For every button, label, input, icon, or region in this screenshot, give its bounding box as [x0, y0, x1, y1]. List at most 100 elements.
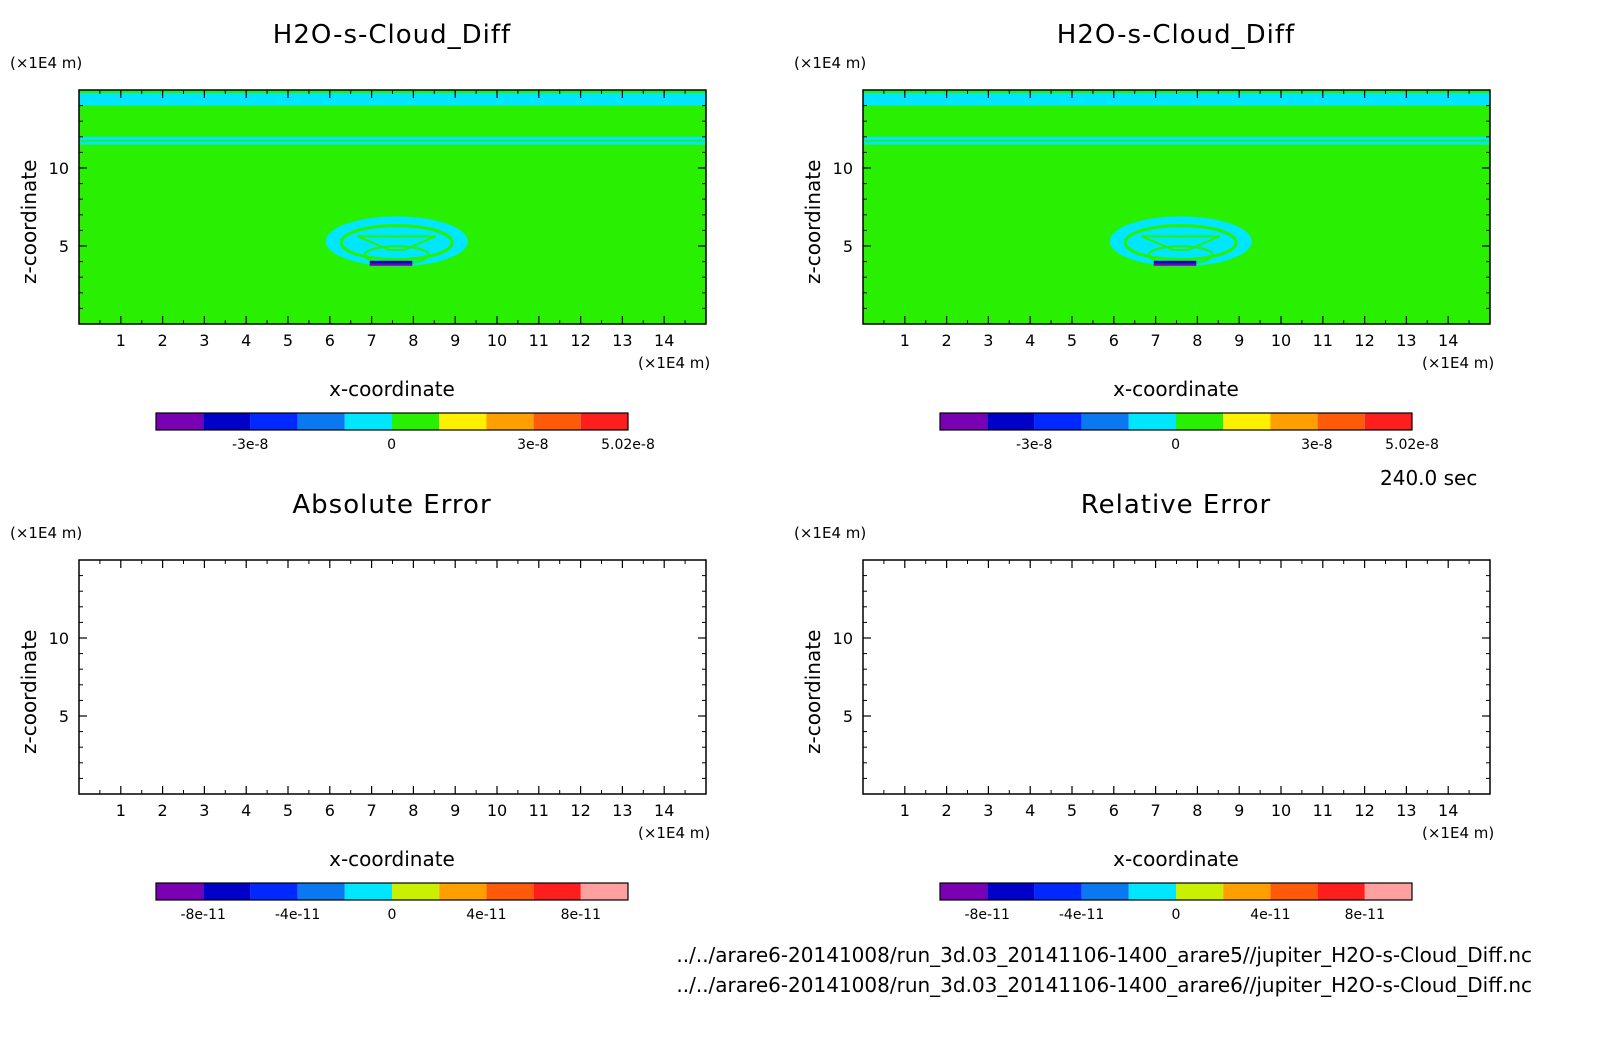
colorbar-swatch: [203, 883, 251, 900]
colorbar-swatch: [1081, 883, 1129, 900]
x-tick-label: 2: [942, 331, 952, 350]
x-tick-label: 3: [199, 331, 209, 350]
colorbar-swatch: [486, 413, 534, 430]
field-background: [863, 90, 1490, 324]
colorbar-swatch: [1364, 413, 1412, 430]
colorbar-swatch: [1317, 883, 1365, 900]
x-unit-label: (×1E4 m): [1422, 354, 1495, 372]
x-tick-label: 10: [1271, 801, 1291, 820]
x-tick-label: 1: [116, 801, 126, 820]
chart-title: H2O-s-Cloud_Diff: [272, 20, 512, 50]
colorbar-tick-label: 0: [388, 907, 397, 923]
x-tick-label: 6: [325, 801, 335, 820]
x-tick-label: 7: [367, 331, 377, 350]
x-tick-label: 7: [367, 801, 377, 820]
y-tick-label: 10: [833, 629, 853, 648]
chart-title: Absolute Error: [292, 490, 492, 520]
colorbar-frame: [939, 882, 1413, 901]
colorbar-frame: [939, 412, 1413, 431]
colorbar-swatch: [1034, 883, 1082, 900]
x-tick-label: 13: [1396, 331, 1416, 350]
field-band-top: [79, 93, 706, 106]
x-tick-label: 12: [1354, 331, 1374, 350]
colorbar-swatch: [1364, 883, 1412, 900]
x-tick-label: 4: [241, 331, 251, 350]
colorbar-swatch: [297, 883, 345, 900]
colorbar-swatch: [580, 883, 628, 900]
colorbar-swatch: [533, 883, 581, 900]
colorbar-swatch: [297, 413, 345, 430]
x-axis-label: x-coordinate: [1113, 847, 1239, 871]
y-unit-label: (×1E4 m): [10, 54, 83, 72]
x-tick-label: 13: [612, 331, 632, 350]
x-tick-label: 13: [612, 801, 632, 820]
x-tick-label: 8: [1192, 331, 1202, 350]
file-path: ../../arare6-20141008/run_3d.03_20141106…: [676, 943, 1532, 967]
colorbar-tick-label: 0: [1171, 437, 1180, 453]
colorbar-swatch: [439, 413, 487, 430]
x-tick-label: 9: [450, 331, 460, 350]
colorbar-tick-label: 0: [1172, 907, 1181, 923]
x-unit-label: (×1E4 m): [638, 824, 711, 842]
x-tick-label: 13: [1396, 801, 1416, 820]
colorbar-swatch: [203, 413, 251, 430]
chart-title: Relative Error: [1080, 490, 1272, 520]
field-background: [79, 90, 706, 324]
x-tick-label: 3: [199, 801, 209, 820]
x-axis-label: x-coordinate: [329, 847, 455, 871]
colorbar-swatch: [250, 883, 298, 900]
y-tick-label: 5: [843, 707, 853, 726]
colorbar-swatch: [1317, 413, 1365, 430]
colorbar-swatch: [1034, 413, 1082, 430]
colorbar-swatch: [344, 413, 392, 430]
y-tick-label: 10: [833, 159, 853, 178]
field-blob-ring: [1123, 224, 1238, 262]
colorbar-tick-label: -8e-11: [964, 907, 1009, 923]
field-blob-core: [1141, 235, 1221, 252]
x-tick-label: 11: [529, 331, 549, 350]
colorbar-tick-label: 5.02e-8: [1385, 437, 1439, 453]
field-blob-ring: [339, 224, 454, 262]
x-tick-label: 9: [1234, 331, 1244, 350]
colorbar-swatch: [1128, 883, 1176, 900]
colorbar-swatch: [987, 883, 1035, 900]
chart-title: H2O-s-Cloud_Diff: [1056, 20, 1296, 50]
y-unit-label: (×1E4 m): [10, 524, 83, 542]
colorbar-swatch: [156, 413, 204, 430]
colorbar-swatch: [1176, 883, 1224, 900]
x-tick-label: 10: [487, 801, 507, 820]
colorbar-swatch: [987, 413, 1035, 430]
x-tick-label: 5: [283, 331, 293, 350]
colorbar-swatch: [940, 413, 988, 430]
colorbar-swatch: [580, 413, 628, 430]
x-tick-label: 5: [1067, 801, 1077, 820]
colorbar-tick-label: 4e-11: [466, 907, 506, 923]
x-tick-label: 6: [325, 331, 335, 350]
y-tick-label: 10: [49, 629, 69, 648]
colorbar-swatch: [1223, 883, 1271, 900]
colorbar-tick-label: 4e-11: [1250, 907, 1290, 923]
colorbar-tick-label: -4e-11: [1059, 907, 1104, 923]
panel-diff-right: H2O-s-Cloud_Diff (×1E4 m) z-coordinate 1…: [784, 0, 1584, 470]
x-tick-label: 3: [983, 331, 993, 350]
colorbar-swatch: [392, 413, 440, 430]
x-tick-label: 2: [942, 801, 952, 820]
colorbar-swatch: [940, 883, 988, 900]
panel-diff-left: H2O-s-Cloud_Diff (×1E4 m) z-coordinate 1…: [0, 0, 800, 470]
y-tick-label: 5: [59, 237, 69, 256]
y-tick-label: 5: [843, 237, 853, 256]
x-tick-label: 5: [1067, 331, 1077, 350]
x-tick-label: 10: [487, 331, 507, 350]
x-tick-label: 5: [283, 801, 293, 820]
time-label: 240.0 sec: [1380, 466, 1478, 490]
x-tick-label: 2: [158, 331, 168, 350]
colorbar-tick-label: 8e-11: [1345, 907, 1385, 923]
x-tick-label: 9: [450, 801, 460, 820]
x-axis-label: x-coordinate: [329, 377, 455, 401]
colorbar-tick-label: -3e-8: [232, 437, 269, 453]
y-unit-label: (×1E4 m): [794, 54, 867, 72]
x-tick-label: 12: [570, 331, 590, 350]
plot-frame: [862, 559, 1491, 795]
x-tick-label: 12: [570, 801, 590, 820]
